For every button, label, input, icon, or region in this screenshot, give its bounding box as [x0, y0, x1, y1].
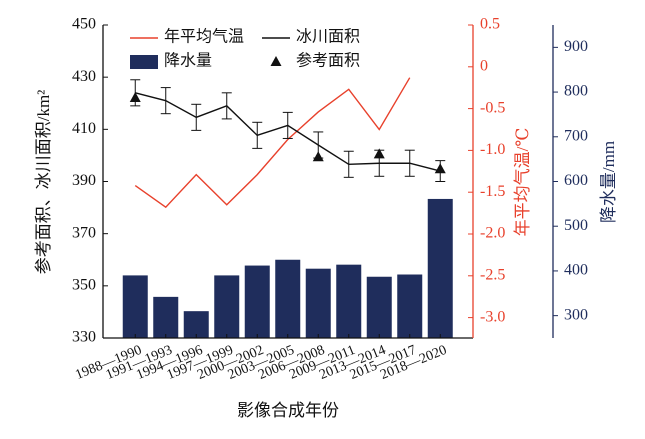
- y2-tick-label: -1.5: [480, 183, 505, 200]
- y-tick-label: 390: [72, 172, 96, 189]
- marker: [434, 163, 446, 174]
- y3-tick-label: 300: [564, 306, 588, 323]
- y3-tick-label: 900: [564, 38, 588, 55]
- bar: [153, 296, 179, 338]
- error-bar: [343, 150, 354, 178]
- y-tick-label: 410: [72, 120, 96, 137]
- y3-tick-label: 700: [564, 127, 588, 144]
- bar: [397, 274, 423, 338]
- legend-label: 降水量: [164, 52, 212, 70]
- bar: [275, 259, 301, 338]
- y3-axis-label: 降水量/mm: [599, 141, 618, 223]
- y-tick-label: 370: [72, 224, 96, 241]
- bar: [183, 311, 209, 338]
- y2-tick-label: -3.0: [480, 308, 505, 325]
- y-tick-label: 350: [72, 277, 96, 294]
- bar: [244, 265, 270, 338]
- y2-tick-label: -2.5: [480, 266, 505, 283]
- y-tick-label: 430: [72, 68, 96, 85]
- y2-tick-label: 0: [480, 57, 488, 74]
- y-tick-label: 450: [72, 16, 96, 33]
- x-axis-label: 影像合成年份: [237, 401, 339, 420]
- legend-label: 参考面积: [296, 52, 360, 70]
- bar: [122, 275, 148, 338]
- legend-label: 年平均气温: [164, 28, 244, 46]
- y-axis-label: 参考面积、冰川面积/km²: [34, 90, 53, 275]
- error-bar: [404, 149, 415, 177]
- legend-label: 冰川面积: [296, 28, 360, 46]
- error-bar: [160, 87, 171, 115]
- marker: [312, 151, 324, 162]
- error-bar: [221, 92, 232, 120]
- y2-axis-label: 年平均气温/℃: [513, 128, 532, 237]
- error-bar: [252, 121, 263, 149]
- legend-swatch: [130, 55, 158, 69]
- y2-tick-label: -0.5: [480, 99, 505, 116]
- bar: [336, 264, 362, 338]
- y3-tick-label: 500: [564, 217, 588, 234]
- bar: [427, 198, 453, 338]
- bar: [305, 268, 331, 338]
- y2-tick-label: -2.0: [480, 225, 505, 242]
- marker: [129, 92, 141, 103]
- y2-tick-label: -1.0: [480, 141, 505, 158]
- y3-tick-label: 800: [564, 83, 588, 100]
- y3-tick-label: 600: [564, 172, 588, 189]
- error-bar: [282, 111, 293, 139]
- legend-swatch: [270, 56, 282, 66]
- marker: [373, 148, 385, 159]
- bar: [214, 275, 240, 338]
- y3-tick-label: 400: [564, 262, 588, 279]
- error-bar: [191, 103, 202, 131]
- y2-tick-label: 0.5: [480, 16, 500, 33]
- bar: [366, 276, 392, 338]
- line: [134, 77, 411, 209]
- y-tick-label: 330: [72, 329, 96, 346]
